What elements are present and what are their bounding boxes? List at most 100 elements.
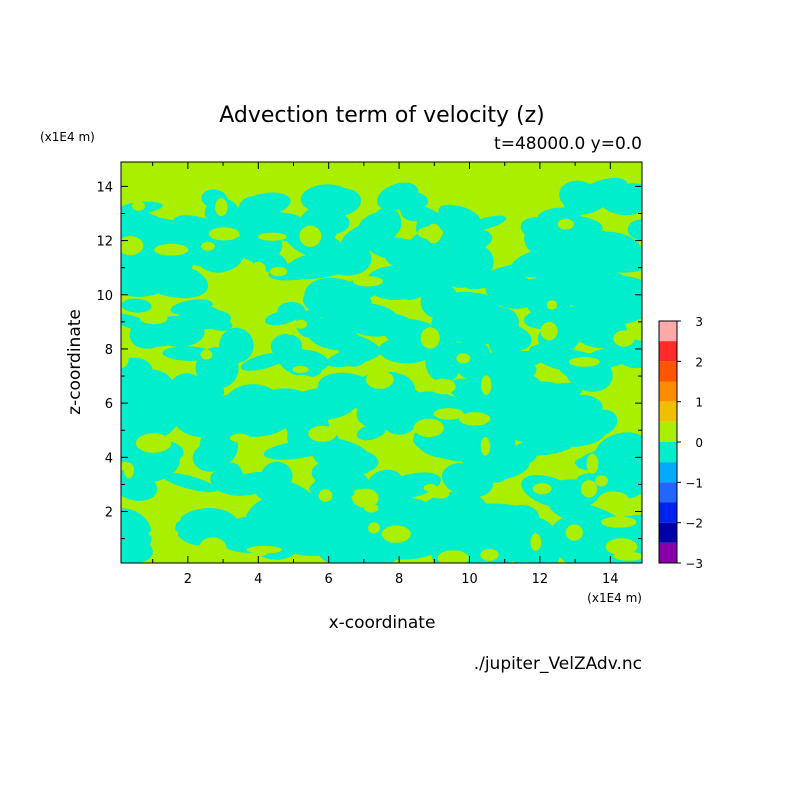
positive-region [366,370,394,389]
x-axis-unit: (x1E4 m) [587,591,642,605]
negative-region [357,211,402,243]
colorbar-level [659,381,677,402]
colorbar-level [659,421,677,442]
colorbar-label: −3 [685,557,703,571]
negative-region [542,280,608,301]
chart-subtitle: t=48000.0 y=0.0 [494,134,642,154]
positive-region [208,227,240,241]
negative-region [255,412,290,433]
x-tick-label: 6 [325,572,333,587]
positive-region [595,475,608,487]
positive-region [197,167,212,178]
x-tick-label: 14 [602,572,619,587]
positive-region [480,437,491,456]
positive-region [251,261,266,278]
y-tick-label: 2 [105,506,113,521]
positive-region [165,201,174,216]
positive-region [140,313,168,325]
negative-region [438,319,498,345]
positive-region [420,327,440,349]
colorbar-level [659,482,677,503]
positive-region [262,282,298,294]
positive-region [308,425,337,442]
negative-region [462,215,507,232]
positive-region [352,276,383,287]
negative-region [523,306,588,330]
colorbar-level [659,542,677,563]
negative-region [356,386,422,429]
positive-region [200,349,213,360]
y-tick-label: 10 [96,289,113,304]
negative-region [307,484,358,550]
negative-region [449,293,489,310]
field-negative-regions [121,162,642,563]
negative-region [210,469,243,495]
positive-region [318,489,333,502]
y-tick-label: 14 [96,180,113,195]
positive-region [160,512,182,524]
colorbar-level [659,462,677,483]
positive-region [540,321,558,341]
positive-region [258,232,287,241]
positive-region [284,322,296,335]
negative-region [323,241,372,276]
colorbar-label: 0 [695,436,703,450]
positive-region [143,162,179,176]
x-axis-ticks: 2 4 6 8 10 12 14 [152,162,619,587]
positive-region [381,525,411,543]
positive-region [423,483,438,492]
positive-region [425,223,442,244]
negative-region [520,217,564,243]
negative-region [194,230,246,273]
negative-region [577,177,628,205]
positive-region [299,225,322,247]
positive-region [413,418,444,438]
negative-region [438,204,481,226]
positive-region [215,198,228,217]
y-axis-label: z-coordinate [65,309,85,415]
x-tick-label: 2 [184,572,192,587]
negative-region [121,298,152,313]
colorbar-level [659,502,677,523]
negative-region [162,346,214,361]
y-tick-label: 12 [96,235,113,250]
negative-region [420,282,458,312]
y-axis-unit: (x1E4 m) [40,130,95,144]
positive-region [199,537,227,558]
colorbar: 3 2 1 0 −1 −2 −3 [658,315,703,571]
positive-region [292,365,309,374]
positive-region [353,488,379,508]
positive-region [481,375,492,395]
negative-region [317,372,381,409]
negative-region [121,508,152,563]
positive-region [586,453,599,474]
source-file: ./jupiter_VelZAdv.nc [474,654,642,674]
positive-region [269,266,288,277]
negative-region [295,310,323,338]
negative-region [260,461,293,492]
negative-region [485,274,540,309]
colorbar-label: −1 [685,476,703,490]
colorbar-level [659,321,677,342]
heatmap-field [121,162,642,563]
positive-region [565,524,583,541]
positive-region [601,516,637,528]
x-tick-label: 10 [461,572,478,587]
negative-region [425,250,474,277]
positive-region [557,218,574,230]
negative-region [478,350,545,373]
positive-region [489,162,508,172]
negative-region [160,472,218,493]
negative-region [202,316,233,331]
y-tick-label: 8 [105,343,113,358]
positive-region [581,480,598,498]
positive-region [285,375,317,388]
positive-region [437,550,469,563]
colorbar-label: −2 [685,517,703,531]
positive-region [294,319,308,329]
positive-region [569,357,600,367]
positive-region [201,241,215,251]
positive-region [459,412,491,426]
colorbar-level [659,341,677,362]
